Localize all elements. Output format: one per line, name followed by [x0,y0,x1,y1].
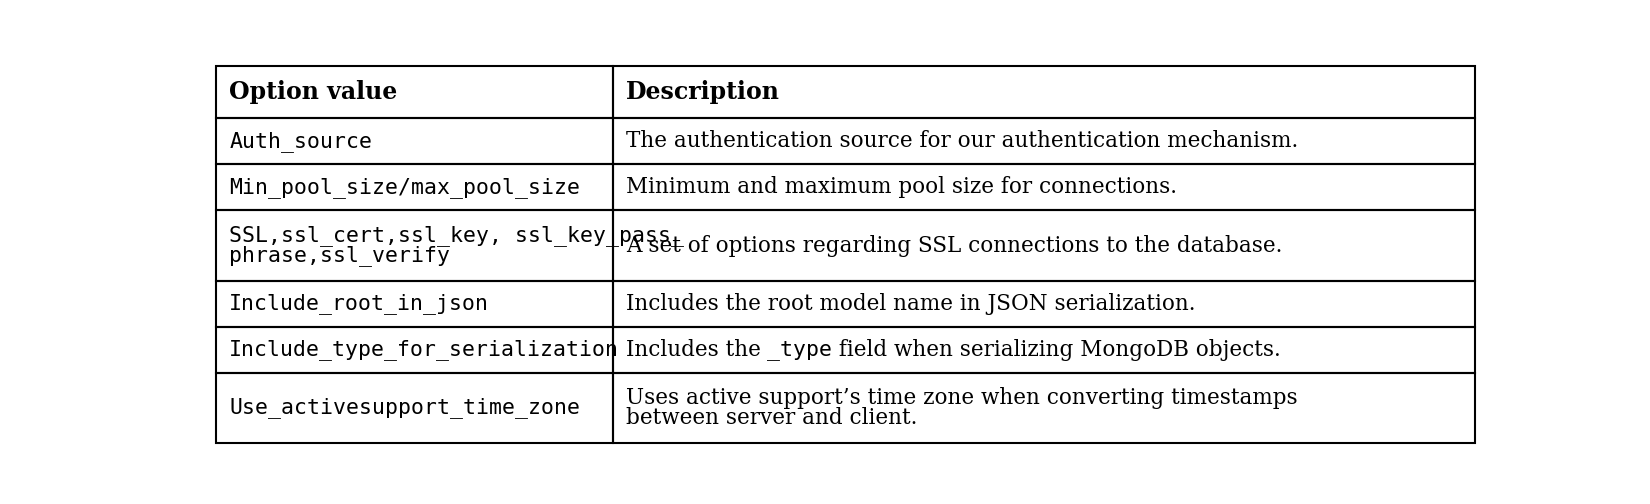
Bar [612,118,1475,164]
Text: Include_root_in_json: Include_root_in_json [229,293,490,314]
Bar [216,211,612,281]
Text: Uses active support’s time zone when converting timestamps: Uses active support’s time zone when con… [625,387,1297,409]
Bar [216,118,612,164]
Bar [216,164,612,211]
Bar [216,327,612,372]
Text: Include_type_for_serialization: Include_type_for_serialization [229,339,619,360]
Text: Use_activesupport_time_zone: Use_activesupport_time_zone [229,397,581,418]
Text: field when serializing MongoDB objects.: field when serializing MongoDB objects. [832,339,1280,361]
Text: Min_pool_size/max_pool_size: Min_pool_size/max_pool_size [229,177,581,198]
Bar [216,281,612,327]
Text: Includes the: Includes the [625,339,767,361]
Bar [612,372,1475,443]
Bar [612,327,1475,372]
Bar [612,281,1475,327]
Text: between server and client.: between server and client. [625,407,917,428]
Text: A set of options regarding SSL connections to the database.: A set of options regarding SSL connectio… [625,234,1282,257]
Bar [612,211,1475,281]
Text: The authentication source for our authentication mechanism.: The authentication source for our authen… [625,131,1299,152]
Text: Description: Description [625,80,779,104]
Text: Auth_source: Auth_source [229,131,373,152]
Text: Includes the root model name in JSON serialization.: Includes the root model name in JSON ser… [625,293,1195,314]
Text: Minimum and maximum pool size for connections.: Minimum and maximum pool size for connec… [625,176,1176,199]
Bar [612,164,1475,211]
Text: Option value: Option value [229,80,398,104]
Bar [216,372,612,443]
Bar [612,67,1475,118]
Text: SSL,ssl_cert,ssl_key, ssl_key_pass_: SSL,ssl_cert,ssl_key, ssl_key_pass_ [229,225,685,246]
Text: _type: _type [767,340,832,360]
Bar [216,67,612,118]
Text: phrase,ssl_verify: phrase,ssl_verify [229,245,450,266]
